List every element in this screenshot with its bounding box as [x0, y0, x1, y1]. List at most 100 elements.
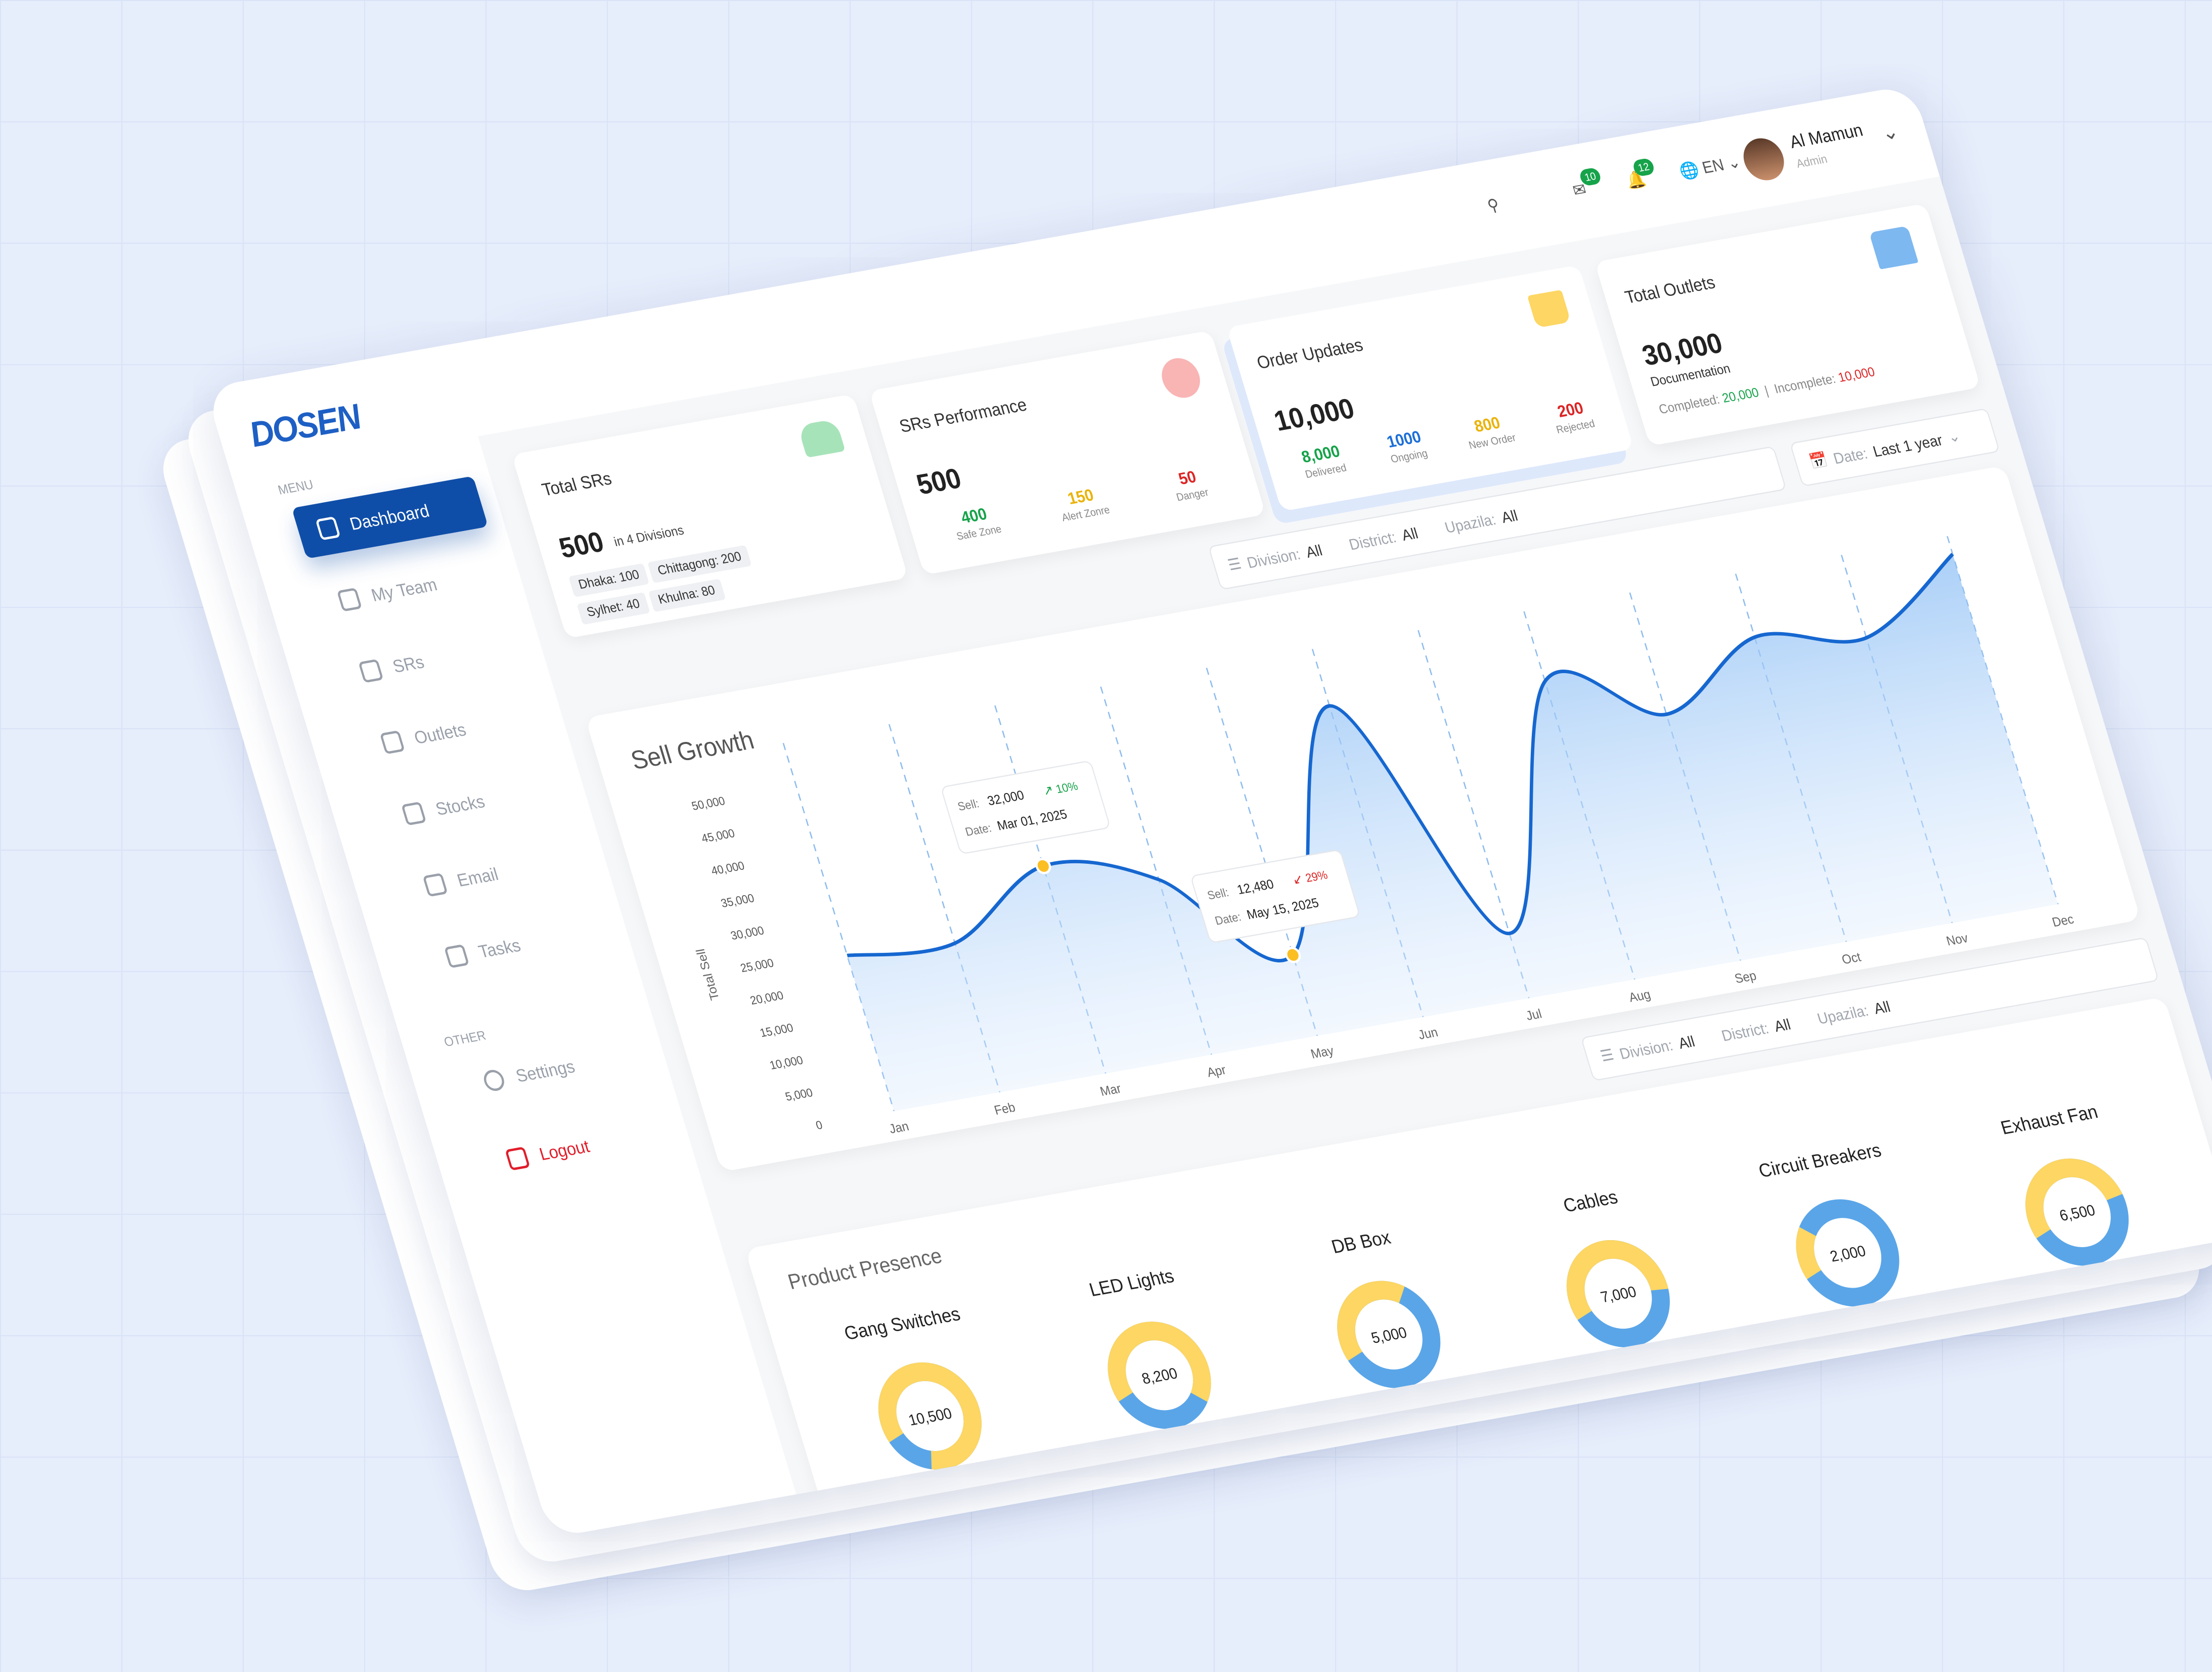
product-name: LED Lights [1087, 1265, 1176, 1301]
donut-value: 5,000 [1369, 1324, 1409, 1347]
team-icon [797, 418, 846, 458]
card-note: in 4 Divisions [612, 523, 686, 550]
section-title: Product Presence [785, 1244, 945, 1294]
product-presence: Product Presence Gang Switches 10,500 LED … [785, 1101, 2129, 1470]
menu-item[interactable]: Outlets [356, 690, 553, 773]
y-tick-label: 20,000 [748, 989, 785, 1007]
menu-icon [358, 658, 384, 683]
card-value: 500 [913, 463, 965, 502]
filter-label: District: [1719, 1019, 1771, 1044]
y-tick-label: 15,000 [758, 1021, 794, 1040]
tooltip-box [1191, 850, 1359, 943]
basket-icon [1527, 289, 1571, 328]
filter-value[interactable]: All [1676, 1032, 1697, 1052]
filter-value[interactable]: All [1499, 506, 1520, 526]
filter-value[interactable]: All [1399, 523, 1420, 544]
y-tick-label: 50,000 [690, 794, 727, 813]
chip: Chittagong: 200 [647, 545, 752, 583]
product-panel: Product Presence Gang Switches 10,500 LED … [744, 996, 2212, 1538]
y-tick-label: 25,000 [739, 956, 775, 975]
card-title: Order Updates [1254, 335, 1366, 374]
menu-text: SRs [390, 651, 427, 677]
other-label: OTHER [443, 1029, 488, 1050]
logout[interactable]: Logout [481, 1106, 678, 1189]
sub-stat: 50 Danger [1136, 460, 1242, 509]
mail-icon[interactable]: ✉ 10 [1570, 167, 1603, 201]
avatar [1738, 135, 1789, 184]
donut-value: 6,500 [2057, 1202, 2097, 1224]
y-tick-label: 35,000 [719, 892, 756, 910]
donut-segment [1566, 1240, 1670, 1348]
menu-text: My Team [369, 574, 439, 606]
x-tick-label: Jun [1417, 1025, 1440, 1042]
product-name: Exhaust Fan [1998, 1101, 2100, 1138]
filter-value[interactable]: All [1871, 997, 1892, 1017]
filter-value: Last 1 year [1870, 430, 1944, 460]
filter-value[interactable]: All [1772, 1015, 1793, 1035]
bell-icon[interactable]: 🔔 12 [1624, 157, 1656, 192]
menu-item[interactable]: My Team [313, 547, 510, 630]
filter-label: Division: [1617, 1035, 1675, 1063]
y-tick-label: 0 [814, 1118, 824, 1132]
menu-item[interactable]: Dashboard [291, 476, 489, 559]
menu-icon [422, 872, 448, 897]
menu-icon [315, 516, 341, 541]
donut-segment [878, 1362, 982, 1470]
x-tick-label: Jul [1524, 1006, 1543, 1023]
donut-segment [1108, 1322, 1211, 1429]
card-value: 500 [555, 526, 608, 565]
tooltip-box [942, 761, 1110, 854]
line [847, 553, 1954, 962]
menu-text: Settings [513, 1056, 578, 1086]
filter-label: Upazila: [1442, 509, 1498, 536]
logo: DOSEN [245, 398, 365, 455]
product-name: DB Box [1329, 1226, 1393, 1258]
menu-label: MENU [276, 478, 316, 498]
x-tick-label: Dec [2050, 912, 2075, 930]
area [847, 554, 2058, 1111]
value: 20,000 [1720, 386, 1761, 406]
value: 10,000 [1836, 365, 1877, 386]
x-tick-label: Feb [993, 1100, 1017, 1118]
chip: Sylhet: 40 [577, 592, 650, 625]
y-tick-label: 45,000 [700, 826, 736, 845]
chart-panel: Sell Growth Total Sell 0 5,000 10,000 15,00… [585, 465, 2141, 1172]
menu-icon [444, 944, 470, 969]
menu-text: Tasks [476, 935, 523, 962]
search-icon[interactable]: ⚲ [1485, 195, 1502, 215]
x-tick-label: Mar [1098, 1081, 1123, 1099]
menu-icon [379, 730, 405, 755]
user-name[interactable]: Al Mamun [1787, 120, 1866, 153]
logout-icon [505, 1147, 530, 1171]
menu-item[interactable]: Tasks [420, 904, 617, 987]
menu-icon [336, 587, 363, 612]
menu-item[interactable]: SRs [334, 619, 531, 701]
label: Incomplete: [1773, 372, 1838, 397]
donut-value: 10,500 [907, 1405, 954, 1429]
pie-icon [1157, 355, 1205, 401]
menu-icon [481, 1068, 507, 1093]
chips: Dhaka: 100Chittagong: 200 Sylhet: 40Khuln… [568, 532, 830, 630]
menu-item[interactable]: Email [399, 832, 596, 915]
x-tick-label: Sep [1733, 969, 1758, 986]
sub-stat: 200 Rejected [1520, 391, 1625, 441]
product-name: Cables [1561, 1186, 1620, 1216]
badge: 12 [1631, 157, 1656, 178]
filter-value[interactable]: All [1303, 540, 1324, 561]
menu-text: Dashboard [347, 500, 432, 535]
language[interactable]: 🌐 EN ⌄ [1677, 152, 1743, 181]
filter-label: Upazila: [1815, 1000, 1871, 1027]
menu-text: Outlets [412, 719, 469, 749]
y-tick-label: 30,000 [729, 924, 766, 943]
x-tick-label: Aug [1627, 987, 1652, 1005]
x-tick-label: Jan [888, 1119, 911, 1136]
y-tick-label: 5,000 [784, 1086, 814, 1104]
label: Completed: [1657, 392, 1722, 418]
menu-item[interactable]: Stocks [377, 761, 574, 844]
user-menu-caret[interactable]: ⌄ [1878, 119, 1901, 145]
x-tick-label: Nov [1944, 931, 1970, 949]
card-total-srs: Total SRs 500 in 4 Divisions Dhaka: 100C… [511, 393, 909, 639]
filter-label: District: [1346, 527, 1398, 553]
language-text: EN [1700, 155, 1727, 177]
chip: Khulna: 80 [648, 579, 726, 612]
